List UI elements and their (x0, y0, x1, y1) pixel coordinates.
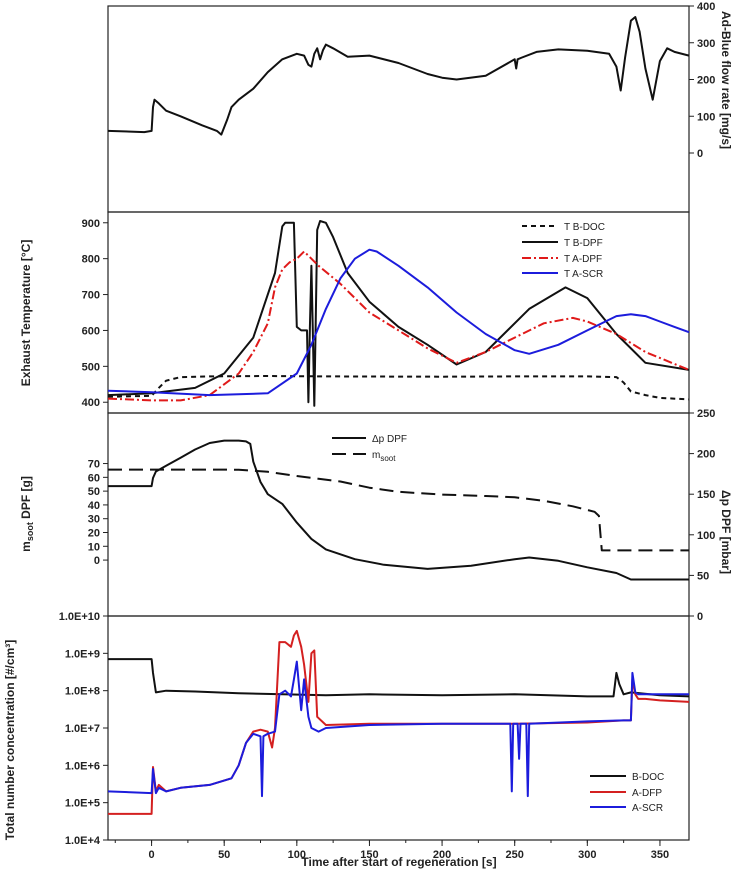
legend-label-msoot-sub: soot (380, 454, 396, 463)
y-right-tick-label: 200 (697, 449, 715, 461)
y-left-tick-label: 1.0E+5 (65, 798, 100, 810)
soot-y-axis-label-sub: soot (25, 522, 35, 541)
series-particles-a-scr (107, 660, 689, 798)
series-temperature-t-a-dpf (107, 250, 690, 402)
tick-layer: 0 50 100 150 200 250 300 3500100200300400400500… (59, 1, 716, 861)
y-left-tick-label: 1.0E+4 (65, 835, 101, 847)
panel-frames (107, 5, 690, 841)
series-layer (107, 16, 690, 815)
y-left-tick-label: 20 (88, 527, 100, 539)
y-right-tick-label: 400 (697, 1, 715, 13)
legend-label-t-bdoc: T B-DOC (564, 222, 605, 233)
y-right-tick-label: 100 (697, 530, 715, 542)
y-left-tick-label: 0 (94, 555, 100, 567)
y-right-tick-label: 100 (697, 111, 715, 123)
y-left-tick-label: 700 (82, 290, 100, 302)
y-left-tick-label: 60 (88, 472, 100, 484)
y-right-tick-label: 0 (697, 148, 703, 160)
y-left-tick-label: 40 (88, 500, 100, 512)
temperature-y-axis-label: Exhaust Temperature [°C] (19, 240, 33, 387)
particles-legend: B-DOC A-DFP A-SCR (590, 772, 664, 814)
y-left-tick-label: 30 (88, 514, 100, 526)
y-left-tick-label: 1.0E+7 (65, 723, 100, 735)
legend-label-msoot: msoot (372, 450, 396, 463)
y-left-tick-label: 1.0E+10 (59, 611, 100, 623)
y-left-tick-label: 70 (88, 459, 100, 471)
y-left-tick-label: 1.0E+6 (65, 760, 100, 772)
legend-label-msoot-m: m (372, 450, 380, 461)
x-tick-label: 50 (218, 849, 230, 861)
y-left-tick-label: 1.0E+9 (65, 648, 100, 660)
x-tick-label: 300 (578, 849, 596, 861)
series-particles-b-doc (108, 658, 690, 698)
y-left-tick-label: 800 (82, 254, 100, 266)
dp-y-axis-label: Δp DPF [mbar] (719, 490, 733, 574)
legend-label-dp: Δp DPF (372, 434, 407, 445)
legend-label-t-ascr: T A-SCR (564, 269, 603, 280)
x-tick-label: 200 (433, 849, 451, 861)
soot-y-axis-label-rest: DPF [g] (19, 476, 33, 522)
x-tick-label: 250 (506, 849, 524, 861)
series-adblue-ad-blue-flow-rate (107, 16, 690, 136)
y-left-tick-label: 400 (82, 397, 100, 409)
temperature-legend: T B-DOC T B-DPF T A-DPF T A-SCR (522, 222, 605, 280)
x-tick-label: 350 (651, 849, 669, 861)
y-right-tick-label: 250 (697, 408, 715, 420)
particles-y-axis-label: Total number concentration [#/cm³] (3, 640, 17, 840)
legend-label-t-adpf: T A-DPF (564, 254, 602, 265)
legend-label-ascr: A-SCR (632, 803, 663, 814)
y-left-tick-label: 600 (82, 325, 100, 337)
y-right-tick-label: 50 (697, 570, 709, 582)
y-left-tick-label: 1.0E+8 (65, 686, 100, 698)
series-dpf--p-dpf (108, 439, 689, 581)
soot-y-axis-label-m: m (19, 541, 33, 552)
soot-y-axis-label: msoot DPF [g] (19, 476, 35, 552)
panel-frame-adblue (107, 5, 690, 213)
dpf-legend: Δp DPF msoot (332, 434, 407, 463)
y-left-tick-label: 50 (88, 486, 100, 498)
y-left-tick-label: 500 (82, 361, 100, 373)
legend-label-t-bdpf: T B-DPF (564, 238, 603, 249)
x-tick-label: 150 (360, 849, 378, 861)
y-left-tick-label: 10 (88, 541, 100, 553)
y-right-tick-label: 150 (697, 489, 715, 501)
y-right-tick-label: 200 (697, 75, 715, 87)
x-axis-label: Time after start of regeneration [s] (301, 855, 496, 869)
y-left-tick-label: 900 (82, 218, 100, 230)
adblue-y-axis-label: Ad-Blue flow rate [mg/s] (719, 11, 733, 149)
x-tick-label: 0 (149, 849, 155, 861)
legend-label-adfp: A-DFP (632, 788, 662, 799)
y-right-tick-label: 0 (697, 611, 703, 623)
legend-label-bdoc: B-DOC (632, 772, 664, 783)
series-temperature-t-a-scr (107, 248, 690, 397)
x-tick-label: 100 (288, 849, 306, 861)
series-dpf-m-soot (108, 468, 689, 552)
series-temperature-t-b-doc (107, 375, 690, 401)
series-temperature-t-b-dpf (107, 220, 690, 407)
y-right-tick-label: 300 (697, 38, 715, 50)
